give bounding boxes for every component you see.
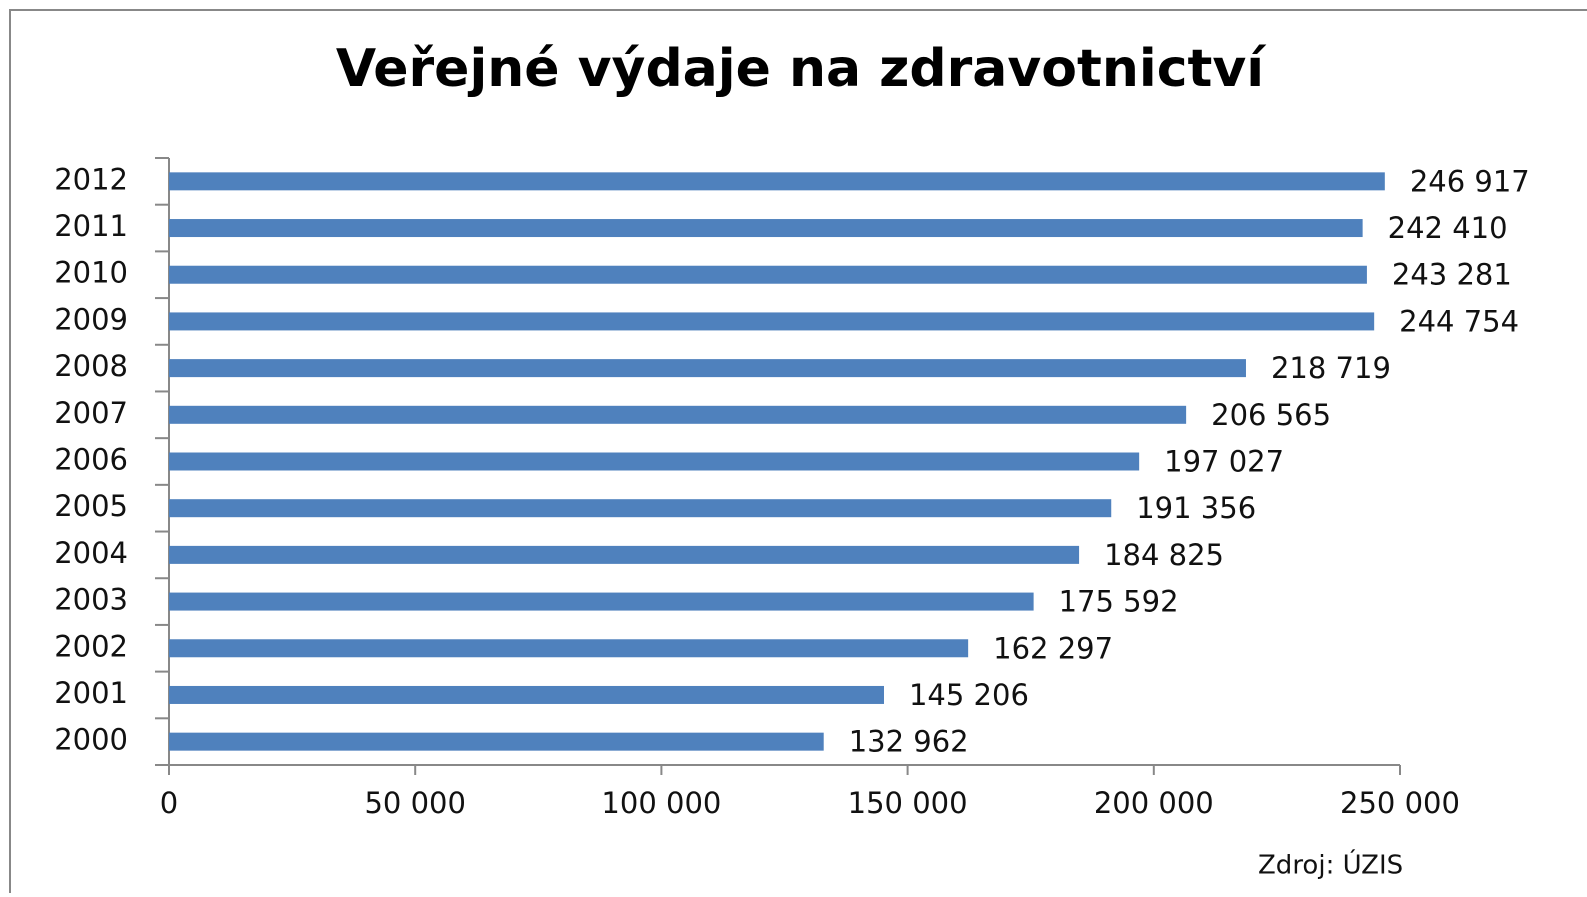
- bar: [169, 359, 1246, 378]
- x-tick-label: 100 000: [601, 786, 721, 820]
- bar: [169, 545, 1080, 564]
- value-label: 132 962: [849, 725, 969, 759]
- value-label: 191 356: [1136, 491, 1256, 525]
- y-tick-label: 2007: [54, 396, 128, 430]
- value-label: 197 027: [1164, 445, 1284, 479]
- value-label: 246 917: [1410, 164, 1530, 198]
- value-label: 206 565: [1211, 398, 1331, 432]
- value-label: 244 754: [1399, 304, 1519, 338]
- y-tick-label: 2010: [54, 256, 128, 290]
- y-tick-label: 2006: [54, 443, 128, 477]
- y-tick-label: 2000: [54, 723, 128, 757]
- y-tick-label: 2003: [54, 583, 128, 617]
- bar: [169, 639, 969, 658]
- y-tick-label: 2009: [54, 302, 128, 336]
- y-tick-label: 2004: [54, 536, 128, 570]
- value-label: 184 825: [1104, 538, 1224, 572]
- chart-frame: [9, 9, 1587, 897]
- y-tick-label: 2002: [54, 629, 128, 663]
- y-tick-label: 2012: [54, 162, 128, 196]
- bar: [169, 732, 824, 751]
- bar: [169, 499, 1112, 518]
- bar: [169, 405, 1187, 424]
- value-label: 145 206: [909, 678, 1029, 712]
- x-tick-label: 150 000: [848, 786, 968, 820]
- y-tick-label: 2001: [54, 676, 128, 710]
- value-label: 218 719: [1271, 351, 1391, 385]
- source-note: Zdroj: ÚZIS: [1258, 849, 1403, 881]
- bar: [169, 172, 1385, 191]
- value-label: 162 297: [993, 631, 1113, 665]
- bar: [169, 685, 884, 704]
- bar: [169, 452, 1140, 471]
- x-tick-label: 0: [160, 786, 178, 820]
- bar: [169, 312, 1375, 331]
- value-label: 242 410: [1388, 211, 1508, 245]
- x-tick-label: 50 000: [364, 786, 465, 820]
- bar: [169, 219, 1363, 238]
- bar: [169, 592, 1034, 611]
- y-tick-label: 2011: [54, 209, 128, 243]
- y-tick-label: 2008: [54, 349, 128, 383]
- y-tick-label: 2005: [54, 489, 128, 523]
- x-tick-label: 250 000: [1340, 786, 1460, 820]
- bar: [169, 265, 1367, 284]
- value-label: 243 281: [1392, 258, 1512, 292]
- value-label: 175 592: [1059, 585, 1179, 619]
- chart-title: Veřejné výdaje na zdravotnictví: [336, 39, 1267, 99]
- x-tick-label: 200 000: [1094, 786, 1214, 820]
